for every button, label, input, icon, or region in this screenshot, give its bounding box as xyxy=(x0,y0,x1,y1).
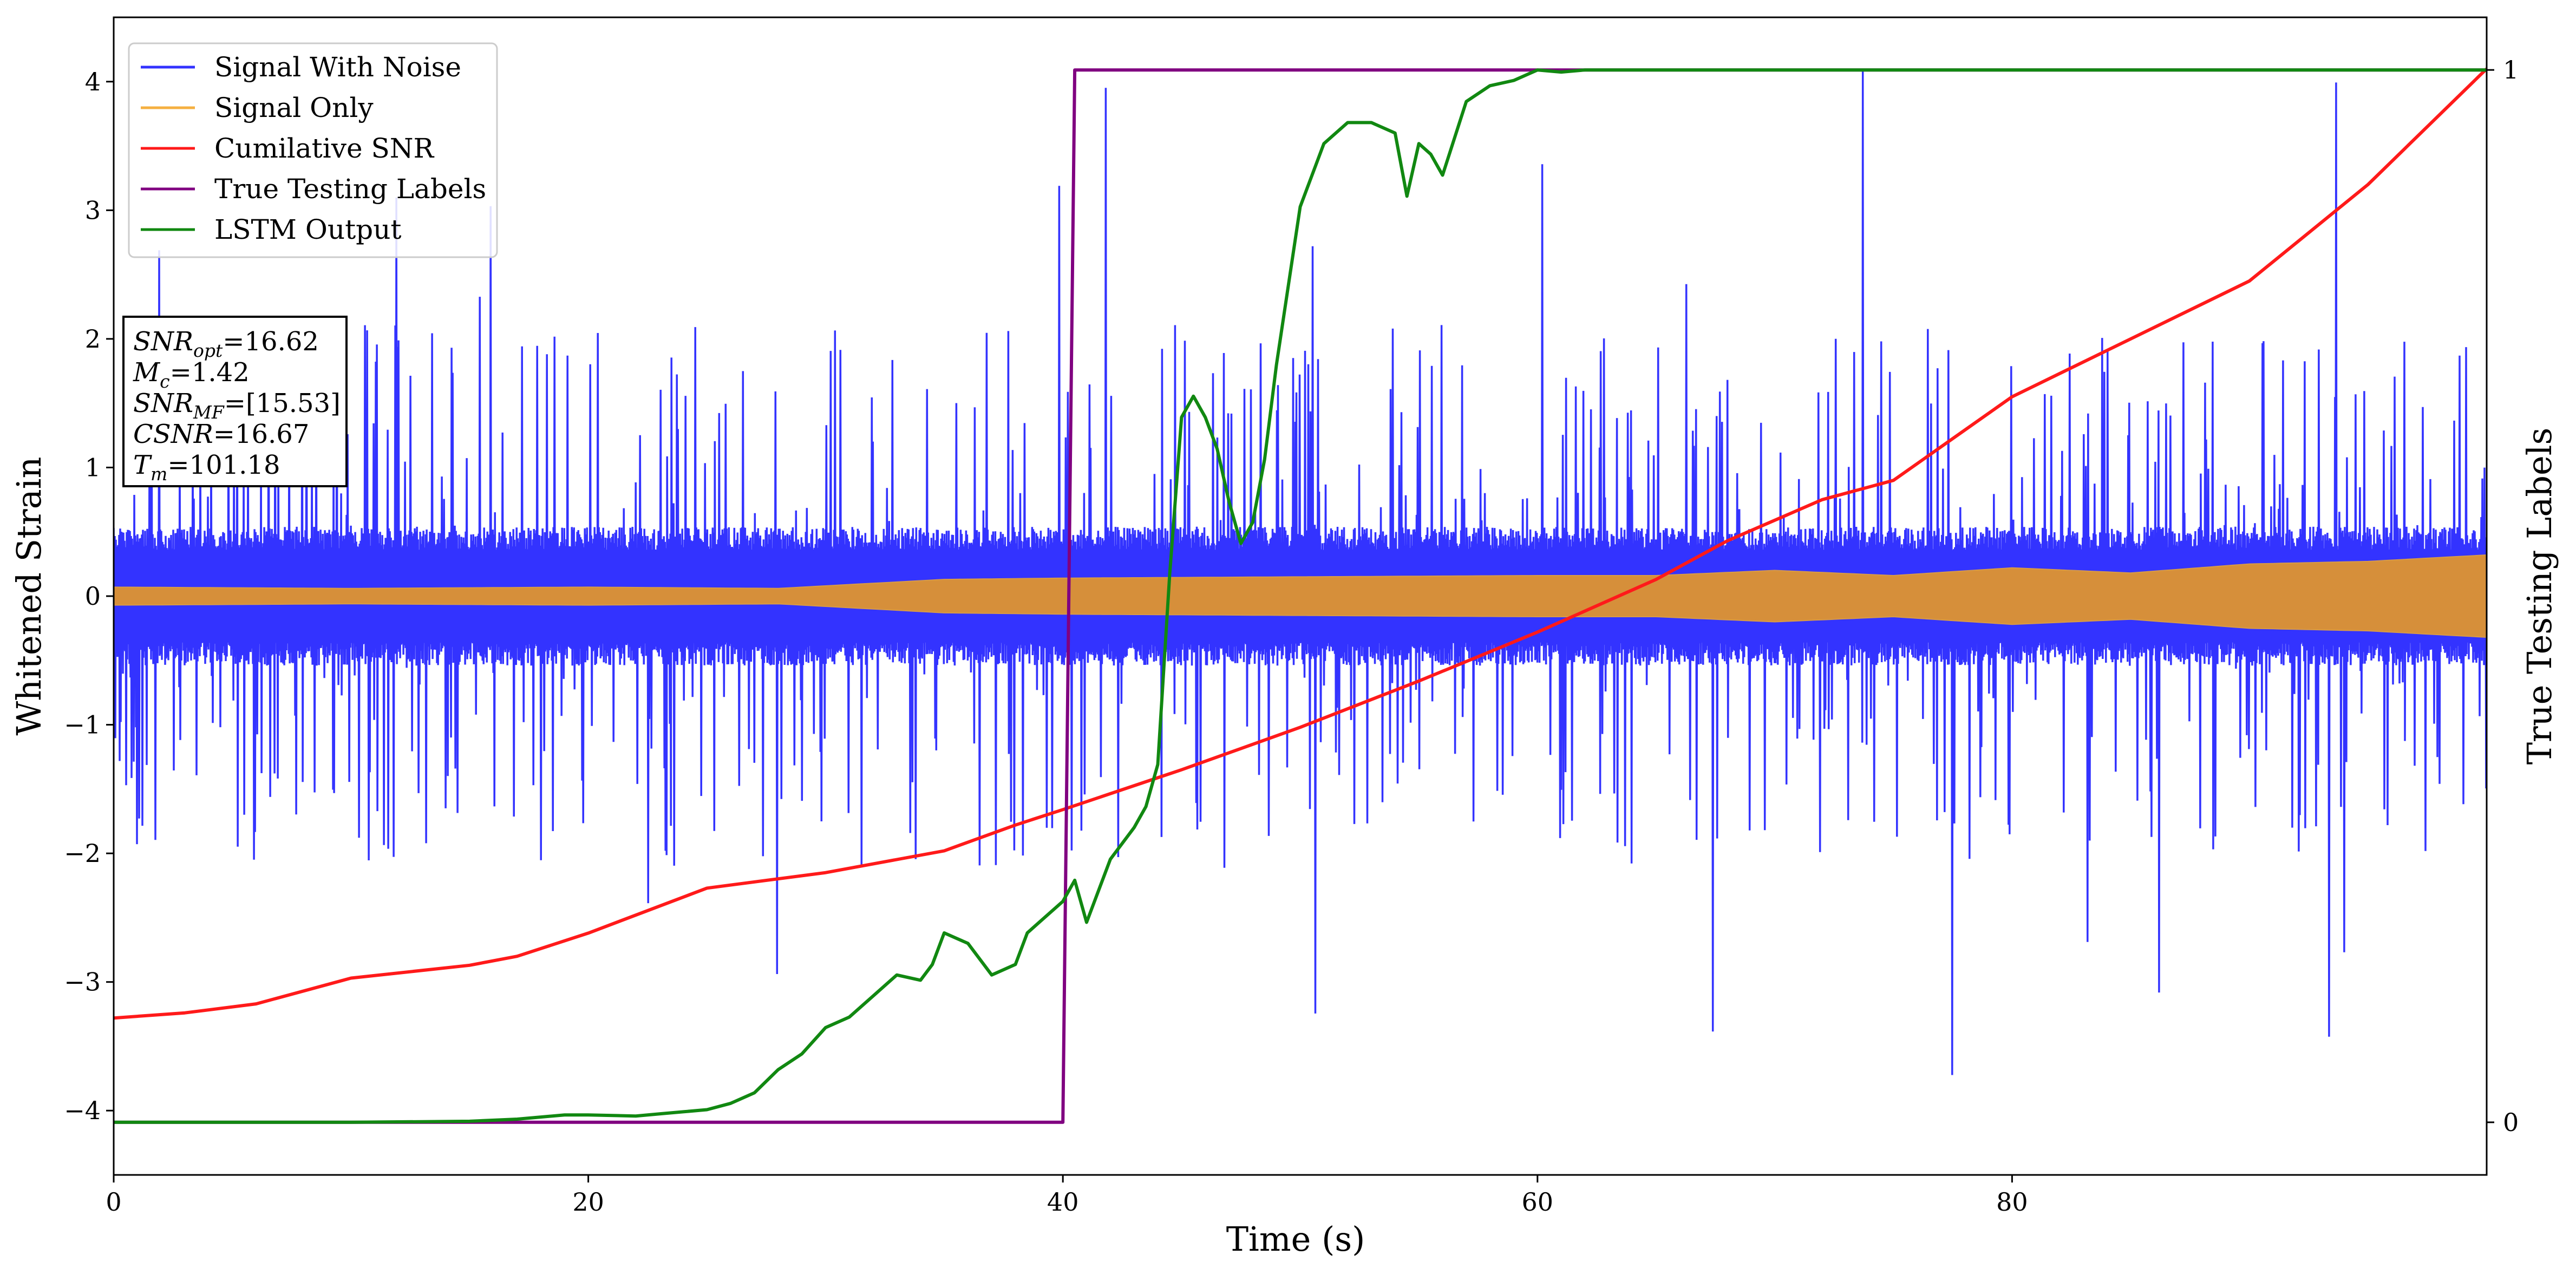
y-tick-label: 0 xyxy=(85,582,101,611)
legend: Signal With Noise Signal Only Cumilative S… xyxy=(128,42,498,258)
annotation-box: SNRopt=16.62Mc=1.42SNRMF=[15.53]CSNR=16.… xyxy=(122,316,348,487)
y-tick-label: −3 xyxy=(64,968,101,997)
annotation-line: Tm=101.18 xyxy=(133,450,280,485)
annotation-line: SNRMF=[15.53] xyxy=(133,388,341,423)
x-axis: 0 20 40 60 80 xyxy=(106,1175,2028,1217)
legend-label-signal-only: Signal Only xyxy=(214,92,374,123)
annotation-line: Mc=1.42 xyxy=(133,357,250,392)
legend-frame xyxy=(128,42,498,258)
legend-label-cumilative-snr: Cumilative SNR xyxy=(214,133,434,164)
annotation-frame xyxy=(122,316,348,487)
y2-tick-label: 1 xyxy=(2503,55,2519,84)
x-axis-title: Time (s) xyxy=(1226,1219,1365,1259)
plot-area xyxy=(114,67,2487,1124)
legend-label-lstm-output: LSTM Output xyxy=(214,214,401,245)
y-tick-label: 2 xyxy=(85,324,101,354)
y-tick-label: −2 xyxy=(64,839,101,868)
x-tick-label: 80 xyxy=(1996,1187,2028,1217)
y-tick-label: −1 xyxy=(64,710,101,740)
series-lstm-output xyxy=(114,68,2487,1124)
y2-axis-title: True Testing Labels xyxy=(2520,428,2559,765)
y-axis-right: 01 xyxy=(2487,55,2519,1137)
lstm-output-line xyxy=(114,68,2487,1124)
y-axis-title: Whitened Strain xyxy=(9,457,49,736)
series-signal-only xyxy=(114,554,2487,638)
annotation-line: CSNR=16.67 xyxy=(133,419,309,449)
legend-label-signal-with-noise: Signal With Noise xyxy=(214,51,461,83)
x-tick-label: 20 xyxy=(572,1187,604,1217)
legend-label-true-testing-labels: True Testing Labels xyxy=(214,173,486,205)
cumilative-snr-line xyxy=(114,67,2487,1020)
series-cumilative-snr xyxy=(114,67,2487,1020)
y-tick-label: −4 xyxy=(64,1096,101,1125)
x-tick-label: 60 xyxy=(1522,1187,1554,1217)
signal-only-fill xyxy=(114,554,2487,638)
y2-tick-label: 0 xyxy=(2503,1108,2519,1137)
y-tick-label: 1 xyxy=(85,453,101,482)
y-axis-left: −4 −3 −2 −1 0 1 2 3 4 xyxy=(64,67,114,1125)
annotation-line: SNRopt=16.62 xyxy=(133,326,319,361)
y-tick-label: 3 xyxy=(85,195,101,225)
y-tick-label: 4 xyxy=(85,67,101,96)
x-tick-label: 40 xyxy=(1047,1187,1079,1217)
x-tick-label: 0 xyxy=(106,1187,121,1217)
